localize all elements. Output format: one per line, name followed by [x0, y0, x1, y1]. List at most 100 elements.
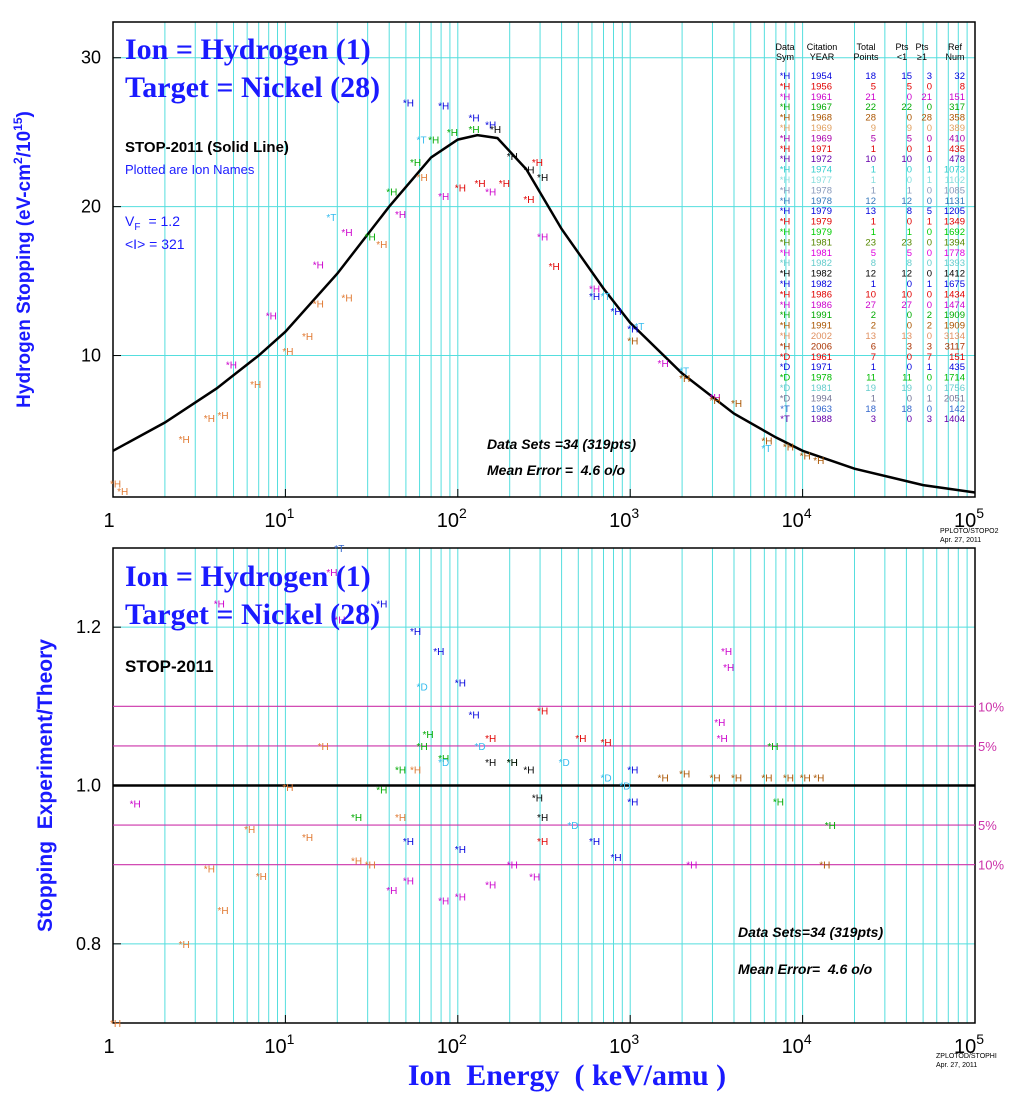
table-cell: 0	[927, 258, 932, 269]
data-point: *H	[410, 766, 421, 777]
data-point: *H	[819, 861, 830, 872]
data-point: *H	[761, 436, 772, 447]
vf-value: = 1.2	[148, 213, 180, 229]
table-cell: *H	[780, 185, 791, 196]
tick-exponent: 5	[976, 505, 984, 521]
tick-base: 10	[264, 510, 286, 532]
table-cell: 1988	[811, 414, 832, 425]
table-cell: 19	[865, 383, 876, 394]
data-point: *H	[767, 742, 778, 753]
data-point: *H	[226, 360, 237, 371]
table-cell: 1	[907, 227, 912, 238]
data-point: *D	[559, 758, 570, 769]
y-axis-label: Hydrogen Stopping (eV-cm2/1015)	[11, 111, 35, 408]
table-cell: 0	[907, 310, 912, 321]
table-cell: 2051	[944, 393, 965, 404]
data-point: *H	[723, 663, 734, 674]
plot-stamp: ZPLOTOD/STOPHI	[936, 1053, 997, 1060]
table-cell: 7	[871, 352, 876, 363]
data-point: *H	[117, 487, 128, 498]
table-cell: 1978	[811, 373, 832, 384]
table-cell: 32	[954, 71, 965, 82]
data-point: *H	[731, 399, 742, 410]
x-tick-label: 105	[954, 505, 984, 532]
data-point: *D	[567, 821, 578, 832]
table-cell: 1982	[811, 269, 832, 280]
data-point: *H	[709, 393, 720, 404]
table-cell: 12	[901, 196, 912, 207]
table-cell: 1	[871, 185, 876, 196]
data-point: *H	[813, 774, 824, 785]
data-point: *H	[773, 797, 784, 808]
y-label-part: /10	[14, 131, 35, 157]
data-point: *H	[474, 179, 485, 190]
data-point: *H	[386, 886, 397, 897]
theory-curve	[112, 133, 976, 494]
table-cell: 1961	[811, 92, 832, 103]
data-point: *H	[610, 307, 621, 318]
table-cell: *D	[780, 362, 791, 373]
data-point: *H	[438, 101, 449, 112]
data-point: *H	[507, 758, 518, 769]
data-point: *H	[627, 337, 638, 348]
table-cell: 1412	[944, 269, 965, 280]
tick-exponent: 3	[631, 505, 639, 521]
data-point: *H	[507, 861, 518, 872]
table-cell: *H	[780, 71, 791, 82]
table-cell: 22	[865, 102, 876, 113]
data-point: *H	[395, 813, 406, 824]
table-cell: 11	[866, 373, 876, 384]
data-point: *H	[334, 615, 345, 626]
data-point: *H	[455, 892, 466, 903]
data-point: *H	[627, 797, 638, 808]
data-point: *H	[403, 877, 414, 888]
tick-base: 10	[954, 510, 976, 532]
table-cell: 3	[871, 414, 876, 425]
table-cell: 1756	[944, 383, 965, 394]
table-cell: 1131	[945, 196, 965, 207]
tick-exponent: 5	[976, 1031, 984, 1047]
table-cell: 1969	[811, 133, 832, 144]
table-cell: 9	[907, 123, 912, 134]
data-point: *H	[410, 627, 421, 638]
plot-stamp: PPLOTO/STOPO2	[940, 528, 999, 535]
table-cell: 1991	[811, 310, 832, 321]
table-cell: 1	[907, 185, 912, 196]
table-cell: 0	[927, 133, 932, 144]
data-point: *H	[438, 754, 449, 765]
data-point: *H	[709, 774, 720, 785]
data-point: *H	[627, 766, 638, 777]
data-point: *H	[783, 442, 794, 453]
data-point: *H	[523, 195, 534, 206]
data-point: *H	[575, 734, 586, 745]
tick-exponent: 4	[804, 505, 812, 521]
plot-stamp: Apr. 27, 2011	[936, 1062, 977, 1069]
data-point: *T	[761, 444, 771, 455]
table-cell: 2006	[811, 341, 832, 352]
data-point: *H	[610, 853, 621, 864]
table-cell: 0	[907, 92, 912, 103]
plot-frame	[112, 21, 976, 498]
table-cell: 1394	[944, 237, 965, 248]
data-point: *H	[302, 833, 313, 844]
tick-exponent: 2	[459, 1031, 467, 1047]
data-point: *H	[523, 766, 534, 777]
table-cell: 1	[871, 227, 876, 238]
data-point: *H	[447, 128, 458, 139]
table-cell: 5	[907, 81, 912, 92]
table-cell: 1969	[811, 123, 832, 134]
table-cell: 1978	[811, 196, 832, 207]
data-point: *H	[507, 152, 518, 163]
data-point: *T	[326, 213, 336, 224]
data-point: *H	[438, 192, 449, 203]
mean-error: Mean Error= 4.6 o/o	[738, 961, 873, 977]
table-header: Pts	[895, 42, 909, 52]
table-cell: 1404	[944, 414, 965, 425]
table-cell: 13	[865, 206, 876, 217]
table-cell: *H	[780, 258, 791, 269]
table-cell: 9	[871, 123, 876, 134]
panel-title: Target = Nickel (28)	[125, 598, 380, 631]
data-point: *H	[589, 292, 600, 303]
data-point: *H	[679, 770, 690, 781]
table-cell: 0	[907, 352, 912, 363]
